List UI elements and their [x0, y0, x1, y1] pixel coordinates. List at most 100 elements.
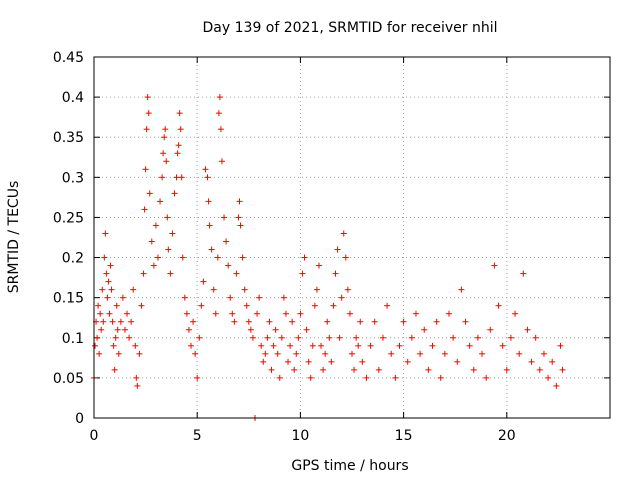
data-point — [334, 246, 341, 253]
data-point — [206, 222, 213, 229]
data-point — [540, 350, 547, 357]
y-tick-label: 0.45 — [53, 50, 84, 66]
y-tick-label: 0.25 — [53, 210, 84, 226]
data-point — [462, 318, 469, 325]
data-point — [311, 302, 318, 309]
data-point — [216, 94, 223, 101]
data-point — [336, 334, 343, 341]
data-point — [225, 262, 232, 269]
data-point — [474, 334, 481, 341]
data-point — [528, 358, 535, 365]
data-point — [516, 350, 523, 357]
data-point — [126, 334, 133, 341]
data-point — [512, 310, 519, 317]
data-point — [130, 286, 137, 293]
data-point — [185, 326, 192, 333]
data-point — [106, 310, 113, 317]
data-point — [282, 310, 289, 317]
data-point — [121, 326, 128, 333]
data-point — [245, 318, 252, 325]
data-point — [162, 126, 169, 133]
data-point — [408, 334, 415, 341]
data-point — [278, 334, 285, 341]
data-point — [441, 350, 448, 357]
data-point — [349, 350, 355, 357]
data-point — [183, 310, 190, 317]
data-point — [545, 374, 552, 381]
data-point — [110, 342, 117, 349]
data-point — [559, 366, 566, 373]
data-point — [157, 198, 164, 205]
data-point — [532, 334, 539, 341]
data-point — [134, 382, 141, 389]
data-point — [117, 318, 124, 325]
data-point — [215, 110, 222, 117]
data-point — [332, 270, 339, 277]
data-point — [359, 358, 366, 365]
data-point — [392, 374, 399, 381]
data-point — [210, 286, 217, 293]
data-point — [437, 374, 444, 381]
data-point — [163, 158, 170, 165]
data-point — [208, 246, 215, 253]
data-point — [355, 342, 362, 349]
data-point — [425, 366, 432, 373]
data-point — [205, 198, 212, 205]
data-point — [454, 358, 461, 365]
data-point — [97, 310, 104, 317]
data-point — [99, 286, 106, 293]
ticks-layer: 0 0.05 0.1 0.15 0.2 0.25 0.3 0.35 0.4 0.45 0 5 10 15 2… — [53, 50, 610, 444]
data-point — [371, 318, 378, 325]
data-point — [254, 310, 261, 317]
data-point — [144, 94, 151, 101]
y-tick-label: 0.15 — [53, 291, 84, 307]
data-point — [291, 366, 298, 373]
data-point — [536, 366, 543, 373]
data-point — [357, 318, 364, 325]
data-point — [479, 350, 486, 357]
data-point — [295, 334, 302, 341]
data-point — [102, 230, 109, 237]
data-point — [167, 270, 174, 277]
data-point — [212, 310, 219, 317]
data-point — [247, 326, 254, 333]
y-tick-label: 0 — [75, 411, 84, 427]
data-point — [309, 342, 316, 349]
data-point — [103, 270, 110, 277]
data-point — [301, 254, 308, 261]
data-point — [124, 310, 131, 317]
data-point — [330, 302, 337, 309]
y-tick-label: 0.1 — [62, 331, 84, 347]
data-point — [433, 318, 440, 325]
data-point — [241, 286, 248, 293]
x-tick-label: 5 — [193, 428, 202, 444]
data-point — [503, 366, 510, 373]
data-point — [313, 286, 320, 293]
y-tick-label: 0.35 — [53, 130, 84, 146]
data-point — [218, 158, 225, 165]
data-point — [491, 262, 498, 269]
data-point — [268, 366, 275, 373]
data-point — [499, 342, 506, 349]
data-point — [487, 326, 494, 333]
data-point — [351, 366, 358, 373]
data-point — [104, 294, 111, 301]
data-point — [109, 318, 116, 325]
data-point — [324, 318, 331, 325]
data-point — [375, 366, 382, 373]
data-point — [192, 350, 199, 357]
data-point — [507, 334, 514, 341]
data-point — [421, 326, 428, 333]
data-point — [446, 310, 453, 317]
data-point — [340, 230, 347, 237]
data-point — [243, 302, 250, 309]
data-point — [133, 374, 140, 381]
data-point — [249, 334, 256, 341]
data-point — [95, 302, 102, 309]
data-point — [262, 350, 269, 357]
data-point — [132, 342, 139, 349]
data-point — [272, 326, 279, 333]
data-point — [320, 366, 327, 373]
